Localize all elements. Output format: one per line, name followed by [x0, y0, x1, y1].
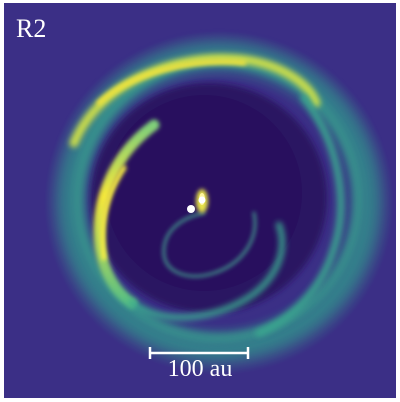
scale-bar [148, 347, 250, 359]
star-primary [198, 196, 206, 204]
left-crescent [93, 119, 160, 309]
disk-render [4, 3, 396, 398]
right-arc [255, 94, 345, 337]
upper-arc-core [96, 59, 247, 106]
scale-bar-label: 100 au [167, 356, 233, 382]
inner-spiral [162, 211, 257, 278]
lower-spiral [128, 221, 286, 321]
star-secondary [187, 205, 195, 213]
panel-label: R2 [16, 14, 47, 43]
left-crescent-core [100, 165, 127, 261]
disk-image [4, 3, 396, 398]
